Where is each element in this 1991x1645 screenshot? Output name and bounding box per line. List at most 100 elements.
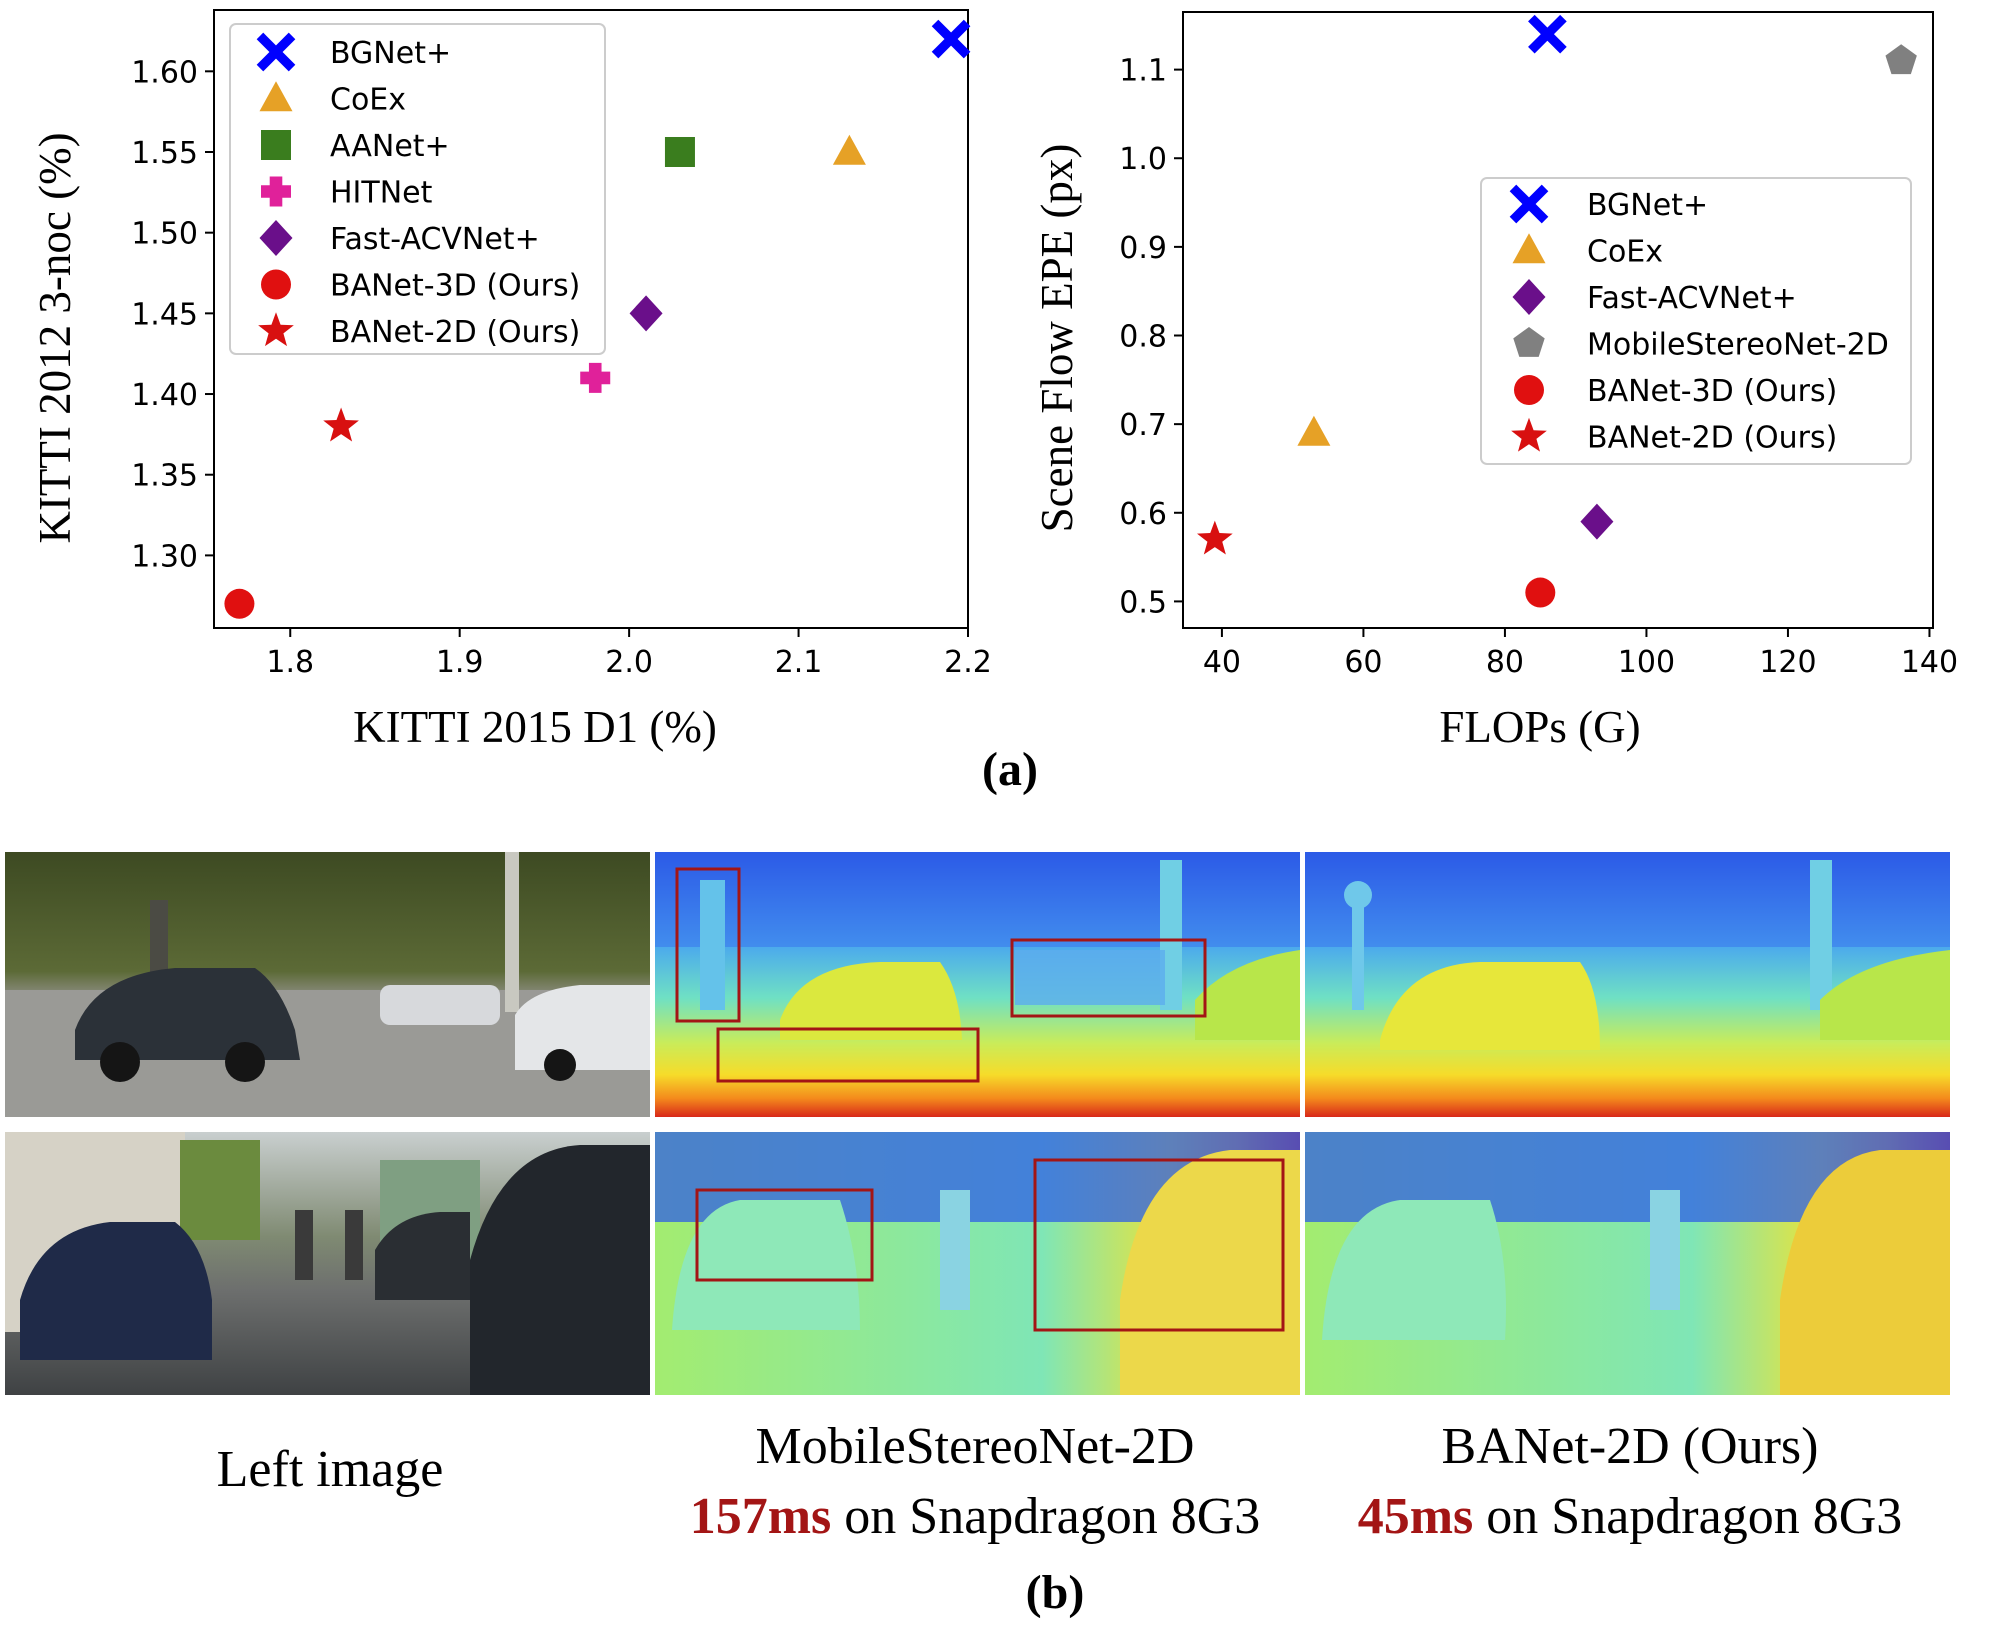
caption-banet-device: on Snapdragon 8G3 [1473, 1488, 1903, 1545]
legend-label: BANet-2D (Ours) [330, 315, 580, 350]
y-tick-label: 1.60 [131, 55, 198, 90]
legend-label: MobileStereoNet-2D [1587, 328, 1889, 363]
x-tick-label: 140 [1901, 645, 1958, 680]
caption-mobilestereonet: MobileStereoNet-2D 157ms on Snapdragon 8… [640, 1412, 1310, 1552]
caption-mobile-latency: 157ms on Snapdragon 8G3 [640, 1482, 1310, 1552]
point-mobilestereonet-2d [1885, 44, 1917, 75]
chart-sceneflow-legend: BGNet+ CoEx Fast-ACVNet+ MobileStereoNet-2D… [1480, 177, 1912, 465]
chart-kitti-xlabel: KITTI 2015 D1 (%) [353, 702, 717, 752]
x-tick-label: 80 [1486, 645, 1524, 680]
x-tick-label: 100 [1618, 645, 1675, 680]
chart-kitti-legend-box [229, 23, 606, 355]
point-banet-2d-ours [1197, 520, 1233, 555]
legend-marker-bgnet [1509, 184, 1549, 224]
legend-marker-banet-2d-ours [258, 312, 294, 347]
banet-disparity-2 [1305, 1132, 1950, 1395]
legend-marker-coex [259, 81, 293, 112]
legend-label: HITNet [330, 176, 433, 211]
caption-left-image: Left image [60, 1435, 600, 1505]
chart-kitti-points [224, 19, 971, 619]
chart-sceneflow-points [1197, 14, 1917, 608]
legend-label: Fast-ACVNet+ [330, 222, 540, 257]
point-fast-acvnet [629, 295, 663, 332]
caption-banet-latency: 45ms on Snapdragon 8G3 [1295, 1482, 1965, 1552]
legend-marker-banet-3d-ours [1514, 375, 1544, 405]
point-aanet [664, 136, 695, 167]
legend-marker-coex [1512, 233, 1546, 264]
chart-sceneflow-y-ticks: 0.5 0.6 0.7 0.8 0.9 1.0 1.1 [1119, 54, 1183, 620]
legend-marker-banet-2d-ours [1511, 417, 1547, 452]
legend-label: BANet-2D (Ours) [1587, 421, 1837, 456]
legend-label: BGNet+ [1587, 188, 1708, 223]
chart-sceneflow-x-ticks: 40 60 80 100 120 140 [1203, 628, 1958, 680]
chart-kitti-frame [213, 9, 969, 629]
caption-mobile-device: on Snapdragon 8G3 [831, 1488, 1261, 1545]
x-tick-label: 2.0 [605, 645, 653, 680]
legend-marker-aanet [261, 130, 291, 160]
caption-banet-title: BANet-2D (Ours) [1441, 1418, 1819, 1475]
legend-label: CoEx [330, 83, 406, 118]
x-tick-label: 1.9 [436, 645, 484, 680]
chart-kitti-ylabel: KITTI 2012 3-noc (%) [30, 132, 80, 543]
y-tick-label: 1.35 [131, 459, 198, 494]
chart-sceneflow: 40 60 80 100 120 140 0.5 0.6 0.7 0.8 0.9 1.0 1.1 FL… [1032, 11, 1958, 752]
legend-marker-bgnet [256, 32, 296, 72]
chart-sceneflow-xlabel: FLOPs (G) [1439, 702, 1640, 752]
y-tick-label: 0.8 [1119, 320, 1167, 355]
mobile-disparity-1 [655, 852, 1300, 1117]
mobile-error-box [695, 1188, 874, 1282]
caption-banet: BANet-2D (Ours) 45ms on Snapdragon 8G3 [1295, 1412, 1965, 1552]
point-hitnet [580, 362, 611, 393]
y-tick-label: 0.7 [1119, 408, 1167, 443]
y-tick-label: 0.5 [1119, 585, 1167, 620]
legend-label: BGNet+ [330, 36, 451, 71]
x-tick-label: 40 [1203, 645, 1241, 680]
y-tick-label: 1.40 [131, 378, 198, 413]
legend-marker-fast-acvnet [1512, 279, 1546, 315]
point-banet-3d-ours [224, 588, 255, 619]
mobile-error-box [1010, 938, 1207, 1018]
y-tick-label: 0.6 [1119, 497, 1167, 532]
point-bgnet [1528, 14, 1567, 54]
caption-mobile-title: MobileStereoNet-2D [755, 1418, 1195, 1475]
legend-marker-hitnet [261, 176, 291, 207]
x-tick-label: 120 [1759, 645, 1816, 680]
y-tick-label: 0.9 [1119, 231, 1167, 266]
legend-label: AANet+ [330, 129, 450, 164]
chart-sceneflow-legend-box [1480, 177, 1912, 465]
chart-kitti: 1.8 1.9 2.0 2.1 2.2 1.30 1.35 1.40 1.45 1.50 1.55… [30, 9, 992, 752]
point-banet-2d-ours [323, 407, 359, 442]
point-banet-3d-ours [1525, 577, 1556, 608]
caption-mobile-time: 157ms [689, 1488, 832, 1545]
x-tick-label: 2.1 [775, 645, 823, 680]
legend-marker-banet-3d-ours [261, 269, 291, 300]
point-coex [832, 134, 866, 165]
mobile-disparity-2 [655, 1132, 1300, 1395]
left-image-2 [5, 1132, 650, 1395]
legend-label: BANet-3D (Ours) [1587, 374, 1837, 409]
panel-b-label: (b) [1025, 1566, 1085, 1619]
mobile-error-box [1033, 1158, 1285, 1332]
y-tick-label: 1.50 [131, 217, 198, 252]
y-tick-label: 1.55 [131, 136, 198, 171]
point-bgnet [931, 19, 971, 59]
legend-label: CoEx [1587, 235, 1663, 270]
y-tick-label: 1.30 [131, 539, 198, 574]
legend-label: Fast-ACVNet+ [1587, 281, 1797, 316]
mobile-error-box [675, 867, 741, 1023]
chart-kitti-y-ticks: 1.30 1.35 1.40 1.45 1.50 1.55 1.60 [131, 55, 214, 574]
y-tick-label: 1.0 [1119, 142, 1167, 177]
legend-marker-fast-acvnet [259, 220, 293, 256]
legend-label: BANet-3D (Ours) [330, 269, 580, 304]
legend-marker-mobilestereonet-2d [1513, 327, 1545, 357]
x-tick-label: 60 [1344, 645, 1382, 680]
caption-banet-time: 45ms [1357, 1488, 1474, 1545]
x-tick-label: 1.8 [266, 645, 314, 680]
x-tick-label: 2.2 [944, 645, 992, 680]
point-fast-acvnet [1580, 503, 1614, 540]
caption-left-text: Left image [216, 1441, 444, 1498]
chart-kitti-legend: BGNet+ CoEx AANet+ HITNet Fast-ACVNet+ BANet-… [229, 23, 606, 355]
y-tick-label: 1.45 [131, 297, 198, 332]
mobile-error-box [716, 1027, 980, 1083]
